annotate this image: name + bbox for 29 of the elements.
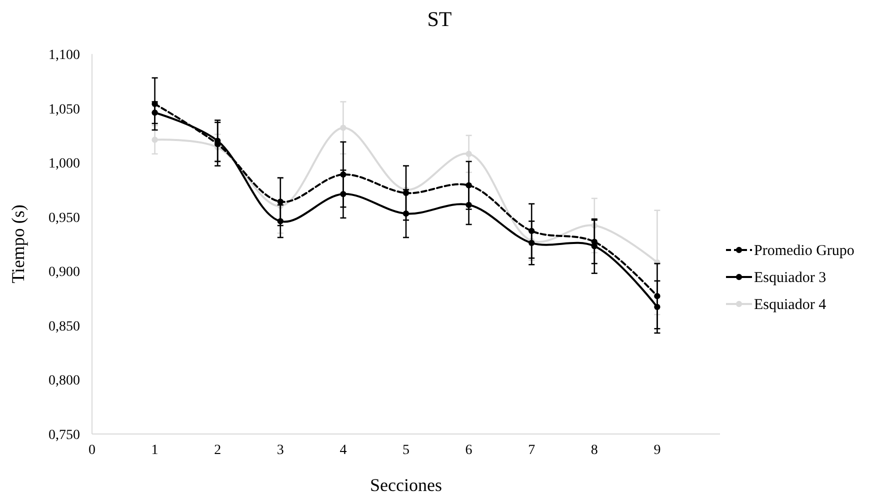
y-tick-label: 1,000: [48, 156, 80, 172]
y-tick-label: 0,950: [48, 210, 80, 226]
point: [340, 124, 346, 131]
x-tick-label: 2: [214, 443, 222, 458]
x-tick-label: 6: [465, 443, 472, 458]
y-tick-label: 0,900: [48, 265, 80, 280]
x-tick-label: 8: [590, 443, 598, 458]
legend-label: Promedio Grupo: [754, 243, 854, 259]
point: [528, 228, 535, 234]
x-tick-label: 4: [340, 443, 347, 458]
y-tick-label: 0,800: [48, 374, 80, 389]
x-axis-title: Secciones: [370, 475, 442, 495]
legend-label: Esquiador 3: [754, 270, 826, 286]
x-tick-label: 7: [528, 443, 536, 458]
point: [152, 136, 158, 143]
x-tick-label: 0: [88, 443, 96, 458]
y-tick-label: 0,750: [48, 428, 80, 443]
y-axis-title: Tiempo (s): [8, 204, 28, 284]
y-tick-label: 1,050: [48, 102, 80, 118]
x-tick-label: 3: [276, 443, 284, 458]
y-tick-label: 0,850: [48, 319, 80, 334]
x-tick-label: 1: [151, 443, 158, 458]
y-tick-label: 1,100: [48, 48, 80, 63]
point: [654, 293, 660, 300]
point: [466, 150, 472, 157]
legend-label: Esquiador 4: [754, 297, 827, 313]
chart-title: ST: [427, 7, 452, 31]
x-tick-label: 9: [654, 443, 661, 458]
x-tick-label: 5: [402, 443, 410, 458]
